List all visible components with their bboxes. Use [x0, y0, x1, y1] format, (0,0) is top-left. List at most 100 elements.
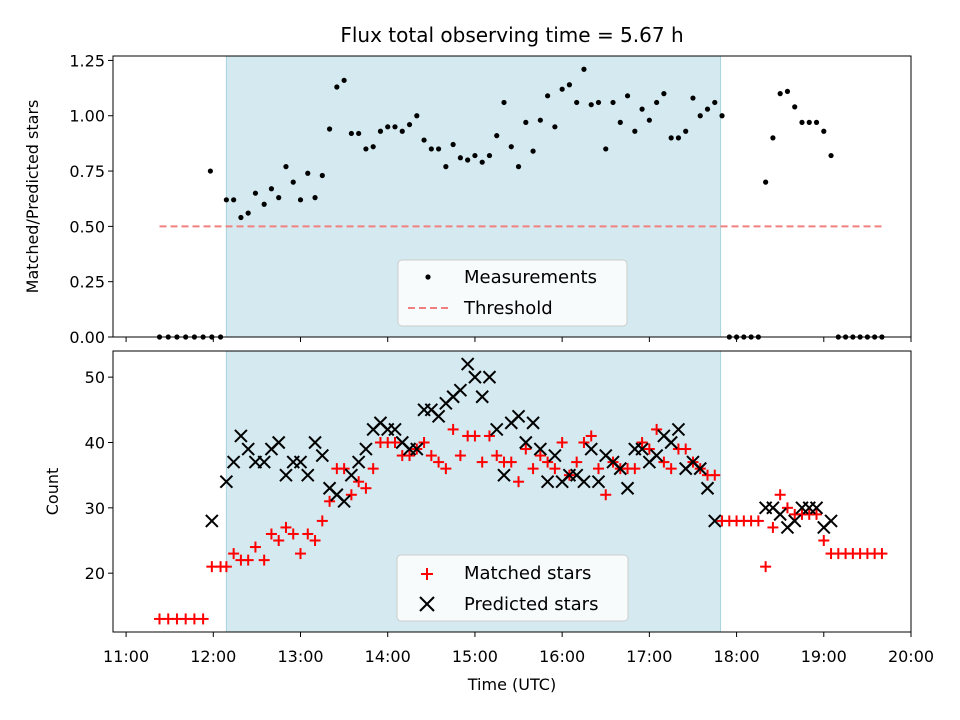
- measurement-point: [610, 99, 616, 106]
- chart-title: Flux total observing time = 5.67 h: [340, 23, 683, 47]
- predicted-star-point: [279, 468, 293, 482]
- y-axis-label-bottom: Count: [43, 468, 62, 516]
- predicted-star-point: [511, 409, 526, 424]
- measurement-point: [770, 135, 776, 141]
- matched-star-point: [324, 495, 336, 507]
- measurement-point: [704, 106, 711, 112]
- measurement-point: [530, 148, 536, 154]
- matched-star-point: [316, 515, 328, 527]
- measurement-point: [821, 128, 827, 134]
- predicted-star-point: [219, 474, 234, 489]
- measurement-point: [595, 99, 602, 106]
- measurement-point: [252, 190, 259, 196]
- measurement-point: [494, 133, 500, 139]
- predicted-star-point: [431, 409, 446, 424]
- matched-star-point: [360, 482, 372, 494]
- matched-star-point: [505, 456, 517, 468]
- matched-star-point: [585, 430, 597, 442]
- matched-star-point: [425, 450, 437, 462]
- legend-measurements-label: Measurements: [464, 267, 597, 288]
- y-tick-label-top: 1.25: [69, 51, 105, 70]
- matched-star-point: [302, 528, 314, 540]
- measurement-point: [305, 170, 311, 176]
- matched-star-point: [665, 463, 677, 475]
- matched-star-point: [491, 450, 503, 462]
- x-tick-label: 17:00: [626, 647, 672, 666]
- measurement-point: [646, 117, 652, 123]
- matched-star-point: [636, 436, 648, 448]
- matched-star-point: [280, 521, 292, 533]
- measurement-point: [348, 130, 354, 137]
- x-tick-label: 14:00: [365, 647, 411, 666]
- measurement-point: [207, 168, 213, 174]
- matched-star-point: [578, 436, 590, 448]
- measurement-point: [319, 172, 325, 179]
- matched-star-point: [680, 443, 692, 455]
- matched-star-point: [643, 443, 655, 455]
- matched-star-point: [658, 456, 670, 468]
- measurement-point: [632, 128, 638, 134]
- legend-matched-label: Matched stars: [464, 563, 591, 584]
- matched-star-point: [197, 613, 209, 625]
- measurement-point: [465, 157, 471, 163]
- x-tick-label: 13:00: [277, 647, 323, 666]
- matched-star-point: [600, 489, 612, 501]
- predicted-star-point: [460, 357, 475, 371]
- measurement-point: [435, 146, 442, 152]
- predicted-star-point: [490, 422, 504, 437]
- predicted-star-point: [453, 383, 468, 397]
- measurement-point: [566, 82, 573, 88]
- measurement-point: [784, 88, 791, 95]
- predicted-star-point: [241, 442, 255, 456]
- measurement-point: [421, 137, 427, 143]
- predicted-star-point: [482, 370, 497, 384]
- measurement-point: [603, 146, 609, 152]
- measurement-point: [588, 102, 594, 108]
- legend-top: Measurements Threshold: [397, 259, 628, 327]
- top-panel-axes: 0.00 0.25 0.50 0.75 1.00 1.25: [69, 51, 912, 347]
- bottom-panel-marks: [154, 357, 888, 625]
- legend-threshold-label: Threshold: [463, 298, 553, 319]
- measurement-point: [545, 93, 551, 99]
- matched-star-point: [709, 469, 721, 481]
- predicted-star-point: [301, 468, 315, 482]
- legend-predicted-label: Predicted stars: [464, 594, 598, 615]
- measurement-point: [763, 179, 769, 185]
- measurement-point: [719, 113, 725, 119]
- predicted-star-point: [226, 455, 241, 469]
- measurement-point: [654, 99, 660, 106]
- matched-star-point: [549, 463, 561, 475]
- measurement-point: [377, 128, 384, 134]
- measurement-point: [552, 124, 558, 130]
- measurement-point: [523, 119, 529, 125]
- predicted-star-point: [359, 442, 373, 456]
- measurement-point: [697, 113, 703, 119]
- predicted-star-point: [351, 455, 366, 469]
- x-tick-label: 12:00: [190, 647, 236, 666]
- matched-star-point: [752, 515, 764, 527]
- measurement-point: [392, 124, 398, 130]
- matched-star-point: [273, 535, 285, 547]
- matched-star-point: [440, 463, 452, 475]
- measurement-point: [559, 86, 565, 92]
- y-tick-label-top: 0.25: [69, 273, 105, 292]
- y-tick-label-top: 0.75: [69, 162, 105, 181]
- measurement-point: [341, 77, 347, 83]
- matched-star-point: [760, 561, 772, 573]
- matched-star-point: [220, 561, 232, 573]
- y-tick-label-bottom: 20: [85, 564, 105, 583]
- predicted-star-point: [809, 501, 824, 515]
- legend-top-box: [397, 259, 628, 327]
- predicted-star-point: [344, 468, 359, 482]
- matched-star-point: [542, 456, 554, 468]
- predicted-star-point: [620, 481, 635, 495]
- matched-star-point: [389, 436, 401, 448]
- matched-star-point: [242, 554, 254, 566]
- measurement-point: [712, 99, 718, 106]
- legend-measurements-marker: [425, 274, 431, 280]
- matched-star-point: [571, 456, 583, 468]
- measurement-point: [479, 159, 485, 165]
- predicted-star-point: [591, 474, 606, 489]
- matched-star-point: [295, 548, 307, 560]
- matched-star-point: [767, 521, 779, 533]
